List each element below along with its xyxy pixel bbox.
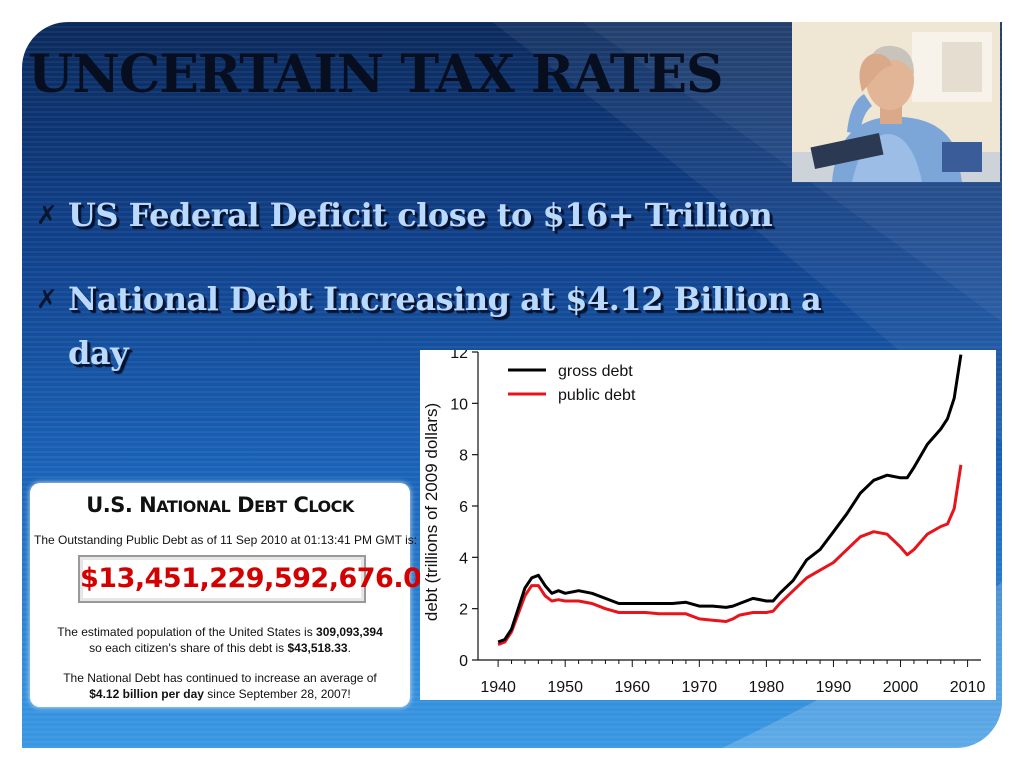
bullet-marker-1: ✗ [36,201,58,231]
x-tick-label: 1940 [480,679,516,696]
bullet-debt-increase: National Debt Increasing at $4.12 Billio… [68,280,822,318]
debt-clock-title-part: EBT [254,497,287,516]
stressed-man-photo [792,22,1000,182]
debt-clock-title-part: ATIONAL [156,497,231,516]
series-line-public-debt [497,464,963,646]
y-tick-label: 4 [459,550,468,567]
debt-clock-title-part: D [230,493,255,517]
debt-clock-share: so each citizen's share of this debt is … [30,641,410,655]
debt-clock-title-part: U.S. N [86,493,157,517]
legend-label-public-debt: public debt [558,387,636,404]
population-value: 309,093,394 [316,625,383,639]
debt-clock-amount: $13,451,229,592,676.02 [78,555,440,603]
debt-clock-population: The estimated population of the United S… [30,625,410,639]
debt-clock-title-part: LOCK [308,497,354,516]
debt-chart: debt (trillions of 2009 dollars) 0 2 4 6 8 10… [422,350,986,696]
x-tick-label: 1960 [614,679,650,696]
legend-label-gross-debt: gross debt [558,363,633,380]
debt-clock-increase: The National Debt has continued to incre… [63,671,377,685]
x-tick-label: 2010 [950,679,986,696]
y-tick-label: 8 [459,448,468,465]
series-line-gross-debt [497,354,963,644]
slide-title: UNCERTAIN TAX RATES [28,44,724,105]
share-value: $43,518.33 [287,641,348,655]
y-tick-label: 0 [459,653,468,670]
y-tick-label: 10 [450,396,468,413]
debt-clock-title-part: C [286,493,309,517]
y-axis-label: debt (trillions of 2009 dollars) [422,403,441,621]
bullet-debt-increase-cont: day [68,334,129,372]
y-tick-label: 12 [450,350,468,362]
x-tick-label: 1980 [749,679,785,696]
bullet-deficit: US Federal Deficit close to $16+ Trillio… [68,196,773,234]
debt-clock-as-of: The Outstanding Public Debt as of 11 Sep… [34,533,418,547]
y-tick-label: 2 [459,602,468,619]
share-suffix: . [347,641,351,655]
x-tick-label: 1950 [547,679,583,696]
increase-suffix: since September 28, 2007! [203,687,351,701]
debt-chart-panel: debt (trillions of 2009 dollars) 0 2 4 6 8 10… [420,350,996,700]
increase-amount: $4.12 billion per day [89,687,204,701]
population-label: The estimated population of the United S… [57,625,317,639]
bullet-marker-2: ✗ [36,285,58,315]
x-tick-label: 1990 [816,679,852,696]
y-tick-label: 6 [459,499,468,516]
x-tick-label: 1970 [682,679,718,696]
debt-clock-increase-detail: $4.12 billion per day since September 28… [30,687,410,701]
debt-clock-title: U.S. NATIONAL DEBT CLOCK [30,493,410,517]
share-label: so each citizen's share of this debt is [89,641,288,655]
debt-clock-panel: U.S. NATIONAL DEBT CLOCK The Outstanding… [30,483,440,707]
x-tick-label: 2000 [883,679,919,696]
